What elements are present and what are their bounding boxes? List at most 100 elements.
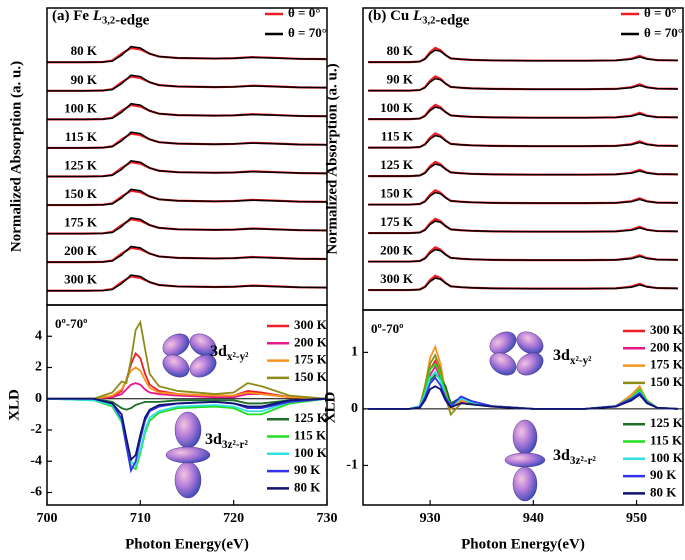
curve-label: 175 K [64,215,98,230]
plot-frame [362,309,684,506]
legend-label: 115 K [650,432,683,447]
orbital-dx2y2-fe [162,333,217,378]
panel-title-part: 3,2 [102,16,115,27]
orbital-label: 3dx²-y² [553,347,592,367]
y-axis-label: XLD [322,391,338,423]
annotation: 0º-70º [55,316,87,331]
spectrum-line [47,74,328,92]
spectrum-line [368,77,678,92]
xld-line [368,376,678,410]
orbital-label-part: 3d [205,431,222,448]
panel-title-part: 3,2 [422,16,435,27]
panel-title-part: (a) Fe [52,8,93,24]
x-tick-label: 950 [626,511,647,526]
curve-label: 200 K [380,243,414,258]
panel-title-part: L [412,8,422,24]
spectrum-line [368,134,678,149]
spectrum-line [47,188,328,206]
legend-label: 300 K [294,317,328,332]
curve-label: 125 K [380,157,414,172]
orbital-label-part: x²-y² [227,350,249,362]
legend-label: 150 K [294,369,328,384]
legend-label: θ = 0° [644,5,676,20]
orbital-dx2y2-cu [489,331,544,376]
spectrum-line [47,274,328,292]
orbital-label-part: x²-y² [570,354,592,366]
legend-label: 80 K [294,479,321,494]
x-axis-label: Photon Energy(eV) [461,536,585,552]
spectrum-line [368,106,678,120]
orbital-label: 3dx²-y² [210,343,249,363]
y-tick-label: 1 [351,345,358,360]
y-tick-label: 0 [35,391,42,406]
y-tick-label: -2 [30,422,42,437]
y-axis-label: Normalized Absorption (a. u.) [324,63,340,254]
spectrum-line [368,163,678,177]
curve-label: 200 K [64,243,98,258]
legend-label: 100 K [294,445,328,460]
legend-label: 300 K [650,322,684,337]
panel-title: (b) Cu L3,2-edge [368,8,470,29]
plot-frame [46,304,328,506]
legend-label: 125 K [294,410,328,425]
y-tick-label: 2 [35,360,42,375]
curve-label: 300 K [380,271,414,286]
x-tick-label: 940 [523,511,544,526]
legend-label: 200 K [650,339,684,354]
xld-line [47,319,328,400]
spectrum-line [47,159,328,178]
xld-line [47,351,328,400]
curve-label: 80 K [387,43,414,58]
y-axis-label: XLD [6,389,22,421]
y-tick-label: -1 [346,458,358,473]
legend-label: 115 K [294,427,327,442]
xld-line [47,397,328,474]
curve-label: 100 K [380,100,414,115]
curve-label: 90 K [387,72,414,87]
legend-label: 100 K [650,450,684,465]
orbital-label-part: 3d [553,347,570,364]
legend-label: θ = 70° [288,25,327,40]
annotation: 0º-70º [371,321,403,336]
panel-title-part: -edge [115,13,149,29]
xld-line [47,397,328,411]
x-tick-label: 710 [130,511,151,526]
panel-title-part: (b) Cu [368,8,413,24]
xld-line [47,397,328,462]
orbital-label-part: 3d [210,343,227,360]
x-tick-label: 720 [223,511,244,526]
legend-label: 200 K [294,334,328,349]
spectrum-line [368,191,678,206]
panel-title-part: L [92,8,102,24]
x-tick-label: 730 [317,511,338,526]
spectrum-line [47,131,328,149]
curve-label: 100 K [64,100,98,115]
xld-line [47,366,328,400]
x-tick-label: 700 [37,511,58,526]
x-axis-label: Photon Energy(eV) [125,536,249,552]
curve-label: 300 K [64,272,98,287]
y-tick-label: 0 [351,401,358,416]
spectrum-line [47,245,328,263]
curve-label: 150 K [380,186,414,201]
spectrum-line [47,217,328,235]
legend-label: 90 K [650,467,677,482]
spectrum-line [368,220,678,234]
orbital-label: 3d3z²-r² [205,431,249,451]
spectrum-line [47,102,328,121]
xld-line [47,382,328,400]
x-tick-label: 930 [420,511,441,526]
curve-label: 80 K [71,43,98,58]
curve-label: 115 K [381,129,414,144]
curve-label: 175 K [380,214,414,229]
orbital-label: 3d3z²-r² [553,447,597,467]
orbital-label-part: 3z²-r² [222,438,249,450]
xld-line [368,370,678,410]
spectrum-line [47,45,328,64]
y-tick-label: -4 [30,453,42,468]
legend-label: 80 K [650,484,677,499]
spectrum-line [368,277,678,291]
y-axis-label: Normalized Absorption (a. u.) [8,61,24,252]
curve-label: 90 K [71,72,98,87]
